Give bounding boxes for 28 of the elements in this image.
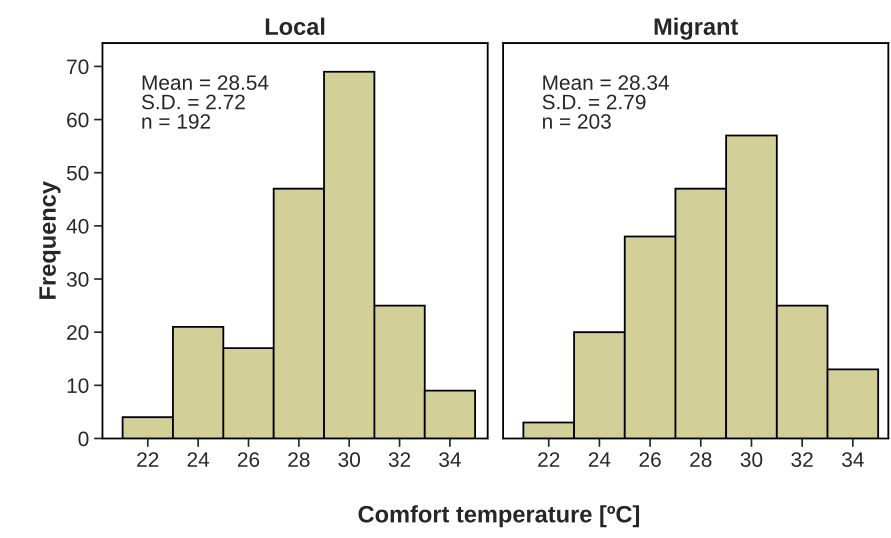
x-tick-label: 32 (791, 452, 813, 467)
x-tick-label: 28 (288, 452, 310, 467)
x-tick-label: 26 (640, 452, 661, 467)
x-tick-label: 28 (690, 452, 712, 467)
annotation: Mean = 28.34 S.D. = 2.79 n = 203 (542, 75, 670, 129)
x-tick-label: 30 (740, 452, 762, 467)
y-tick-label: 30 (66, 272, 88, 287)
y-axis-title: Frequency (39, 181, 61, 299)
x-tick-label: 34 (439, 452, 461, 467)
y-tick-label: 70 (67, 59, 88, 74)
x-tick-label: 34 (842, 452, 864, 467)
y-tick-label: 50 (66, 166, 88, 180)
x-tick-label: 22 (137, 452, 158, 467)
y-tick-label: 60 (67, 112, 88, 128)
y-tick-label: 20 (67, 325, 88, 340)
x-tick-label: 22 (538, 452, 560, 467)
x-tick-label: 32 (388, 452, 410, 467)
chart-title: Local (266, 18, 324, 35)
x-tick-label: 24 (188, 452, 210, 467)
x-axis-title: Comfort temperature [ºC] (358, 505, 640, 528)
y-tick-label: 0 (78, 431, 88, 446)
x-tick-label: 30 (338, 452, 360, 467)
annotation: Mean = 28.54 S.D. = 2.72 n = 192 (142, 75, 268, 129)
y-tick-label: 40 (66, 218, 88, 234)
y-tick-label: 10 (68, 378, 88, 394)
chart-title: Migrant (654, 18, 738, 40)
x-tick-label: 24 (588, 452, 610, 467)
x-tick-label: 26 (238, 452, 260, 467)
